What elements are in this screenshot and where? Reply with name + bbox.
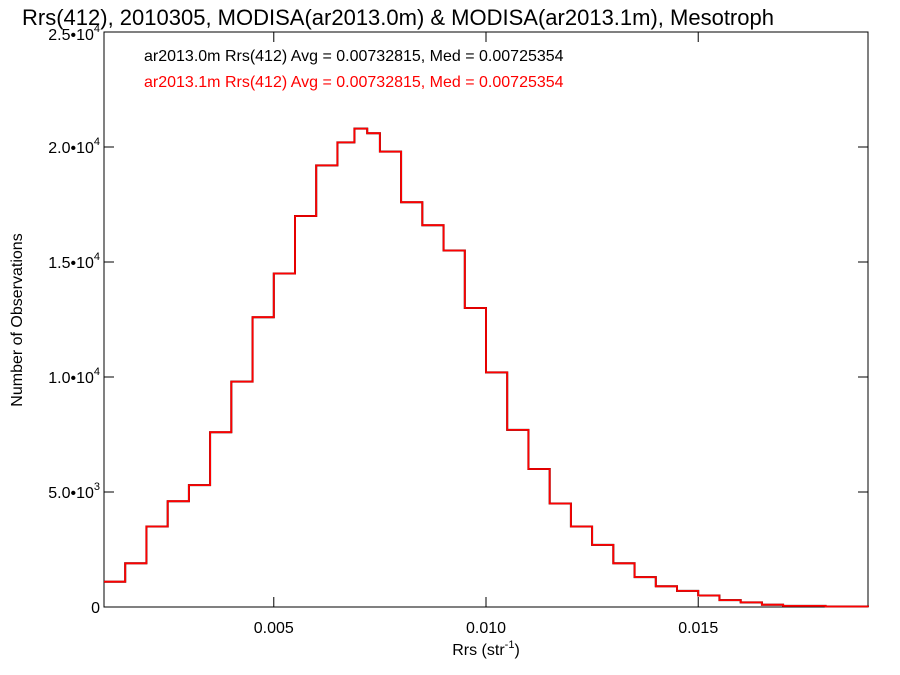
y-axis: 0 5.0•103 1.0•104 1.5•104 2.0•104 2.5•104 bbox=[48, 23, 868, 617]
y-tick-label: 2.5•104 bbox=[48, 23, 100, 44]
y-tick-label: 5.0•103 bbox=[48, 481, 100, 502]
x-axis-label: Rrs (str-1) bbox=[452, 639, 520, 659]
legend-entry-0: ar2013.0m Rrs(412) Avg = 0.00732815, Med… bbox=[144, 48, 564, 65]
legend: ar2013.0m Rrs(412) Avg = 0.00732815, Med… bbox=[144, 48, 564, 91]
x-axis-label-exponent: -1 bbox=[505, 639, 515, 651]
x-tick-label: 0.010 bbox=[466, 620, 506, 637]
y-axis-label: Number of Observations bbox=[9, 233, 26, 406]
chart-title: Rrs(412), 2010305, MODISA(ar2013.0m) & M… bbox=[22, 5, 774, 30]
x-tick-label: 0.005 bbox=[254, 620, 294, 637]
x-tick-label: 0.015 bbox=[678, 620, 718, 637]
x-axis: 0.005 0.010 0.015 bbox=[254, 32, 718, 637]
histogram-series-1 bbox=[104, 127, 869, 608]
y-tick-label: 1.0•104 bbox=[48, 366, 100, 387]
y-tick-label: 1.5•104 bbox=[48, 251, 100, 272]
y-tick-label: 2.0•104 bbox=[48, 136, 100, 157]
x-axis-label-text: Rrs (str bbox=[452, 642, 505, 659]
x-axis-label-close: ) bbox=[514, 642, 519, 659]
legend-entry-1: ar2013.1m Rrs(412) Avg = 0.00732815, Med… bbox=[144, 74, 564, 91]
y-tick-label: 0 bbox=[91, 600, 100, 617]
series-group bbox=[104, 127, 869, 608]
